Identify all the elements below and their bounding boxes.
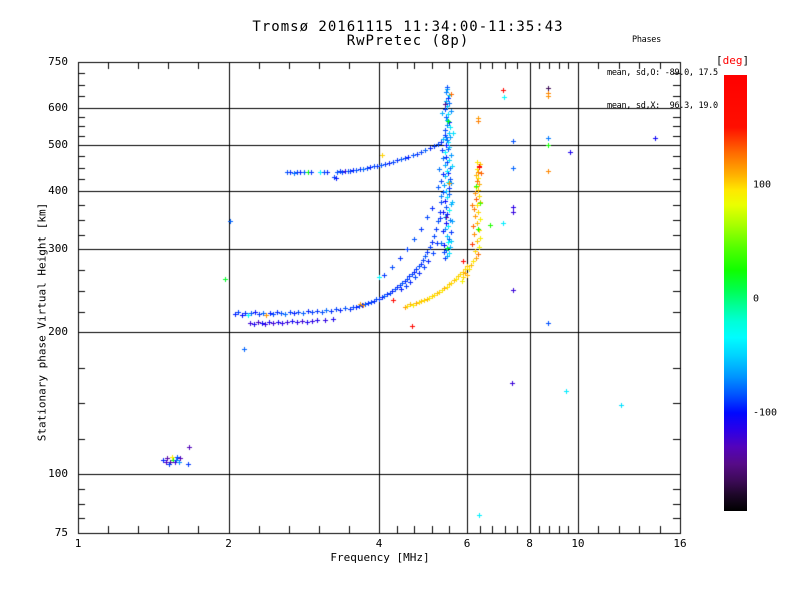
x-tick-label: 1 <box>74 537 82 550</box>
y-tick-label: 200 <box>48 325 68 339</box>
y-tick-label: 100 <box>48 467 68 481</box>
y-tick-label: 500 <box>48 137 68 151</box>
x-tick-label: 6 <box>463 537 471 550</box>
colorbar-tick-label: 100 <box>753 179 772 191</box>
x-tick-label: 4 <box>375 537 383 550</box>
phase-stats-x-mode: mean, sd,X: 96.3, 19.0 <box>607 101 718 111</box>
y-tick-label: 400 <box>48 183 68 197</box>
x-tick-label: 10 <box>571 537 585 550</box>
y-tick-label: 75 <box>54 526 68 539</box>
colorbar-bracket-close: ] <box>742 54 750 67</box>
y-tick-label: 600 <box>48 100 68 114</box>
phase-statistics-block: Phases mean, sd,O: -89.0, 17.5 mean, sd,… <box>607 13 718 134</box>
plot-title: Tromsø 20161115 11:34:00-11:35:43 <box>252 19 564 35</box>
x-tick-label: 8 <box>526 537 533 550</box>
x-tick-label: 2 <box>225 537 232 550</box>
colorbar-gradient <box>724 75 747 511</box>
colorbar-tick-label: -100 <box>753 407 778 419</box>
colorbar-unit-label: [deg] <box>716 54 749 67</box>
x-tick-label: 16 <box>673 537 687 550</box>
y-axis-label: Stationary phase Virtual Height [km] <box>35 202 49 442</box>
phase-stats-o-mode: mean, sd,O: -89.0, 17.5 <box>607 68 718 78</box>
colorbar-bracket-open: [ <box>716 54 723 67</box>
x-axis-label: Frequency [MHz] <box>330 551 430 564</box>
phase-stats-heading: Phases <box>632 35 661 45</box>
y-tick-label: 300 <box>48 242 68 256</box>
colorbar-unit-text: deg <box>722 54 743 67</box>
plot-subtitle: RwPretec (8p) <box>346 33 470 49</box>
colorbar-tick-label: 0 <box>753 293 760 305</box>
y-tick-label: 750 <box>48 55 68 68</box>
